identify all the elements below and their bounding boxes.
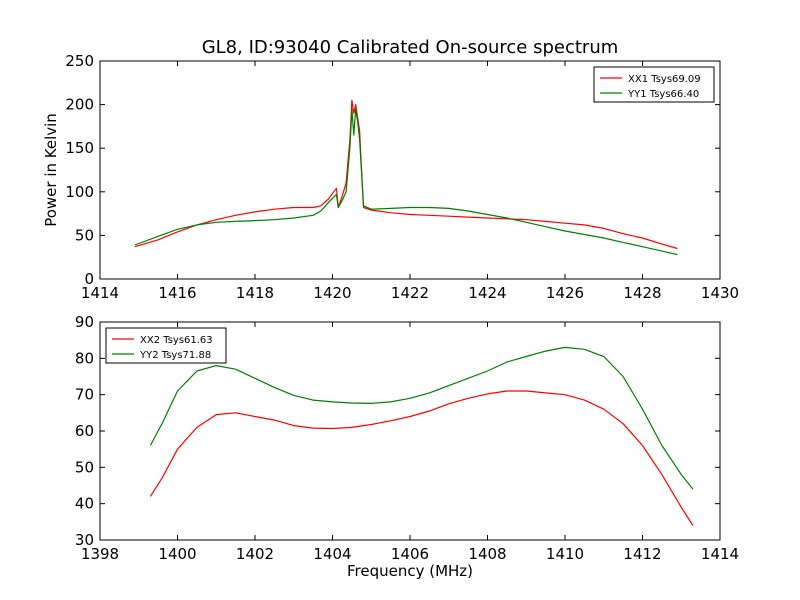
series-lines	[149, 346, 694, 526]
x-axis-label: Frequency (MHz)	[347, 562, 473, 580]
x-tick-label: 1418	[236, 284, 274, 302]
x-tick-label: 1406	[391, 545, 429, 563]
legend-label: YY2 Tsys71.88	[139, 350, 211, 361]
legend-label: YY1 Tsys66.40	[627, 89, 699, 100]
x-tick-label: 1410	[546, 545, 584, 563]
y-tick-label: 30	[75, 531, 94, 549]
legend-box	[593, 66, 715, 103]
y-tick-label: 0	[84, 270, 94, 288]
x-tick-label: 1412	[623, 545, 661, 563]
legend: XX2 Tsys61.63 YY2 Tsys71.88	[105, 327, 227, 364]
top-panel: 1414 1416 1418 1420 1422 1424 1426 1428 1430 0 50 1…	[42, 52, 739, 302]
y-tick-label: 50	[75, 458, 94, 476]
legend-label: XX1 Tsys69.09	[628, 74, 701, 85]
y-tick-label: 70	[75, 386, 94, 404]
x-tick-label: 1404	[313, 545, 351, 563]
y-tick-label: 200	[65, 96, 94, 114]
y-axis-label: Power in Kelvin	[42, 113, 60, 227]
legend-box	[105, 327, 227, 364]
x-tick-label: 1414	[81, 284, 119, 302]
x-tick-label: 1430	[701, 284, 739, 302]
x-tick-label: 1420	[313, 284, 351, 302]
x-tick-label: 1408	[468, 545, 506, 563]
bottom-panel: 1398 1400 1402 1404 1406 1408 1410 1412 1414 30 40…	[75, 313, 739, 580]
series-line-xx1-tsys69-09	[134, 99, 678, 250]
y-tick-label: 250	[65, 52, 94, 70]
y-tick-label: 80	[75, 349, 94, 367]
series-lines	[134, 99, 678, 256]
chart-title: GL8, ID:93040 Calibrated On-source spect…	[202, 37, 619, 58]
y-tick-label: 40	[75, 495, 94, 513]
series-line-yy1-tsys66-40	[134, 108, 678, 256]
y-tick-label: 60	[75, 422, 94, 440]
y-tick-label: 100	[65, 183, 94, 201]
x-tick-label: 1422	[391, 284, 429, 302]
x-tick-label: 1426	[546, 284, 584, 302]
legend: XX1 Tsys69.09 YY1 Tsys66.40	[593, 66, 715, 103]
x-tick-label: 1424	[468, 284, 506, 302]
x-tick-label: 1400	[158, 545, 196, 563]
series-line-xx2-tsys61-63	[149, 390, 694, 526]
x-tick-label: 1428	[623, 284, 661, 302]
series-line-yy2-tsys71-88	[149, 346, 694, 490]
x-tick-label: 1416	[158, 284, 196, 302]
x-tick-label: 1398	[81, 545, 119, 563]
y-tick-label: 50	[75, 226, 94, 244]
legend-label: XX2 Tsys61.63	[140, 335, 213, 346]
x-tick-label: 1402	[236, 545, 274, 563]
y-tick-label: 90	[75, 313, 94, 331]
y-tick-label: 150	[65, 139, 94, 157]
x-tick-label: 1414	[701, 545, 739, 563]
